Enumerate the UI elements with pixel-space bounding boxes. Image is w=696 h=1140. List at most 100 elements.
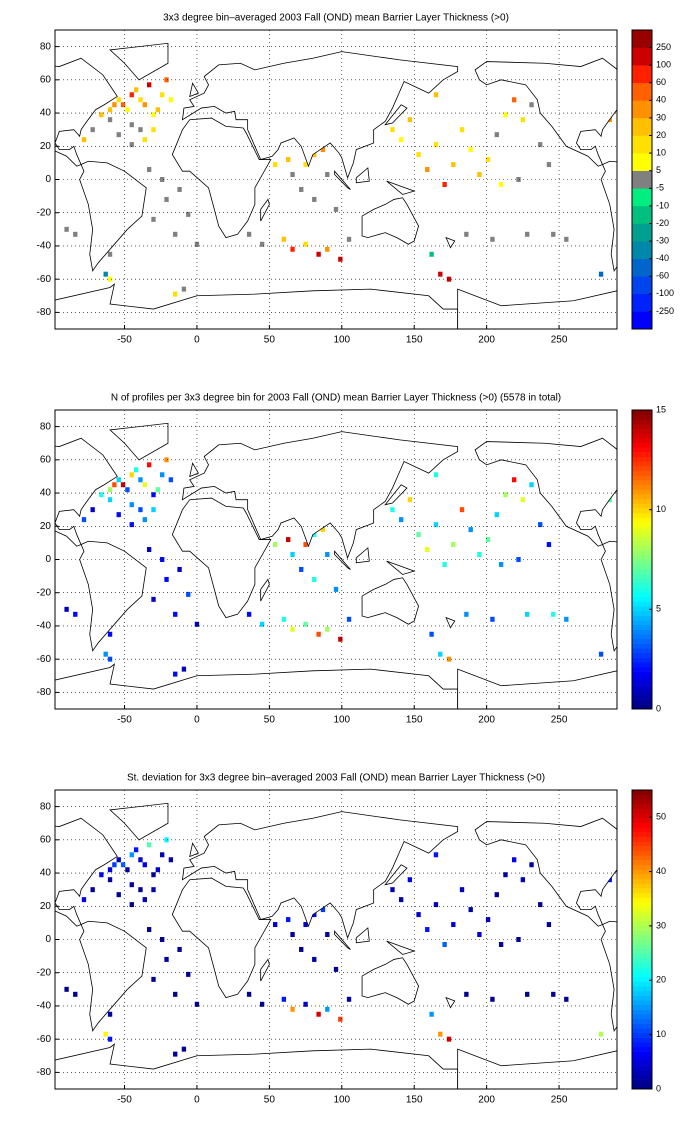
colorbar-label: -40 [656, 253, 669, 263]
bin-cell [529, 482, 534, 488]
bin-cell [129, 142, 134, 148]
bin-cell [112, 862, 117, 868]
bin-cell [316, 631, 321, 637]
y-tick-label: -40 [37, 241, 52, 252]
bin-cell [303, 1001, 308, 1007]
continents [55, 802, 459, 1089]
colorbar-segment [632, 526, 652, 532]
colorbar: 0 5 10 15 [631, 404, 666, 713]
bin-cell [338, 636, 343, 642]
bin-cell [520, 117, 526, 123]
bin-cell [338, 256, 343, 262]
x-tick-label: 200 [478, 335, 495, 346]
colorbar-label: 10 [656, 504, 666, 514]
y-tick-label: -60 [37, 274, 52, 285]
bin-cell [498, 561, 504, 567]
bin-cell [451, 542, 456, 548]
bin-cell [316, 251, 321, 257]
bin-cell [173, 611, 178, 617]
bin-cell [181, 1046, 187, 1052]
bin-cell [290, 246, 295, 252]
bin-cell [142, 137, 147, 143]
colorbar-segment [632, 874, 652, 880]
land [55, 42, 459, 329]
bin-cell [416, 912, 421, 918]
bin-cell [146, 547, 152, 553]
colorbar-segment [632, 850, 652, 856]
bin-cell [151, 112, 156, 118]
colorbar-segment [632, 1074, 652, 1080]
land [55, 422, 459, 709]
bin-cell [142, 897, 147, 903]
colorbar-segment [632, 512, 652, 518]
bin-cell [151, 887, 156, 893]
bin-cell [129, 122, 134, 128]
bin-cell [477, 932, 482, 938]
y-tick-label: -80 [37, 687, 52, 698]
colorbar-segment [632, 545, 652, 551]
colorbar-segment [632, 888, 652, 894]
colorbar-segment [632, 442, 652, 448]
colorbar-label: 5 [656, 604, 661, 614]
bin-cell [107, 251, 113, 257]
bin-cell [168, 857, 174, 863]
bin-cell [425, 547, 430, 553]
bin-cell [155, 487, 161, 493]
bin-cell [286, 157, 291, 163]
bin-cell [433, 522, 439, 528]
bin-cell [299, 946, 304, 952]
bin-cell [425, 167, 430, 173]
colorbar-segment [632, 864, 652, 870]
colorbar: -250 -100 -60 -40 -30 -20 -10 -5 5 10 20 30 40 60 100 2… [631, 29, 674, 330]
bin-cell [129, 502, 134, 508]
bin-cell [173, 991, 178, 997]
bin-cell [160, 177, 165, 182]
x-tick-label: 200 [478, 1095, 495, 1106]
y-tick-label: 80 [40, 41, 52, 52]
bin-cell [181, 666, 187, 672]
colorbar-segment [632, 475, 652, 481]
x-tick-label: 50 [264, 1095, 276, 1106]
bin-cell [459, 507, 465, 513]
colorbar-segment [632, 311, 652, 330]
colorbar-segment [632, 135, 652, 154]
bin-cell [120, 102, 126, 108]
bin-cell [133, 87, 139, 93]
bin-cell [459, 127, 465, 133]
colorbar-segment [632, 799, 652, 805]
colorbar-segment [632, 860, 652, 866]
colorbar-segment [632, 293, 652, 312]
bin-cell [142, 862, 147, 868]
bin-cell [551, 231, 556, 237]
colorbar-segment [632, 1042, 652, 1048]
bin-cell [138, 127, 143, 133]
colorbar-segment [632, 522, 652, 528]
x-tick-label: -50 [117, 715, 132, 726]
x-tick-label: 250 [551, 335, 568, 346]
plot-frame [54, 789, 618, 1090]
bin-cell [546, 162, 552, 168]
colorbar-segment [632, 643, 652, 649]
bin-cell [433, 92, 439, 98]
colorbar-segment [632, 1000, 652, 1006]
bin-cell [133, 847, 139, 853]
colorbar-segment [632, 188, 652, 207]
colorbar-segment [632, 452, 652, 458]
bin-cell [107, 487, 113, 493]
bin-cell [73, 991, 78, 997]
bin-cell [464, 611, 469, 617]
colorbar-segment [632, 897, 652, 903]
bin-cell [399, 897, 404, 903]
bin-cell [529, 862, 534, 868]
bin-cell [164, 457, 169, 463]
colorbar-segment [632, 205, 652, 224]
bin-cell [546, 922, 552, 928]
colorbar-segment [632, 414, 652, 420]
colorbar-segment [632, 615, 652, 621]
bin-cell [551, 991, 556, 997]
colorbar-segment [632, 925, 652, 931]
bin-cell [320, 147, 326, 153]
bin-cell [333, 206, 339, 212]
bin-cell [303, 621, 308, 627]
colorbar-segment [632, 648, 652, 654]
